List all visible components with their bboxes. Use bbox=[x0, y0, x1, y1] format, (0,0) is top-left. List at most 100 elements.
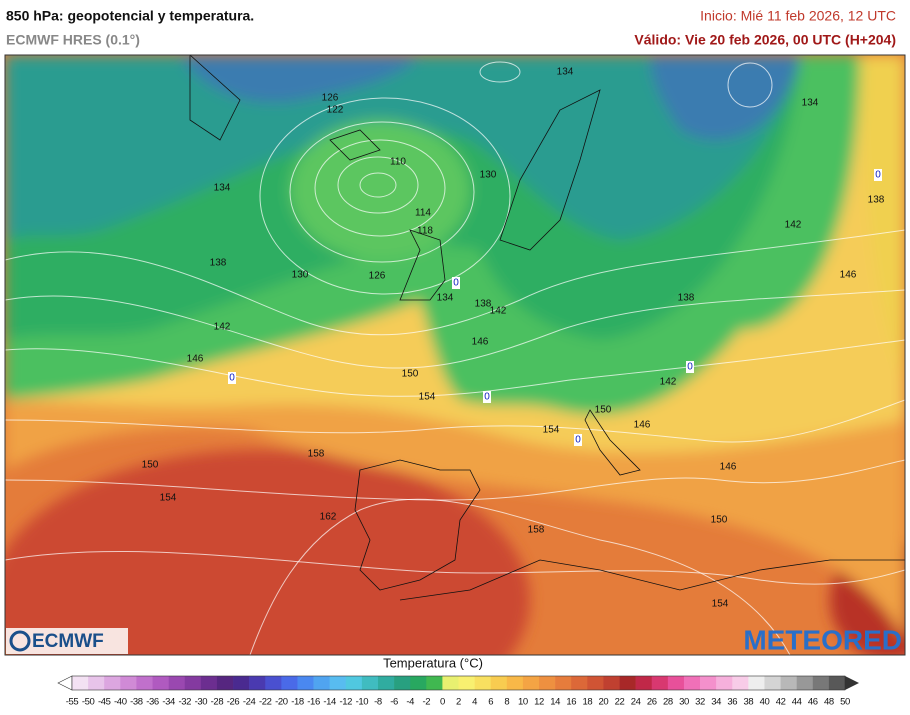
colorbar-segment bbox=[442, 676, 459, 690]
geopotential-label: 138 bbox=[868, 195, 885, 206]
geopotential-label: 146 bbox=[634, 420, 651, 431]
geopotential-label: 126 bbox=[322, 93, 339, 104]
geopotential-label: 138 bbox=[678, 293, 695, 304]
isotherm-label-background bbox=[686, 361, 694, 373]
geopotential-label: 134 bbox=[437, 293, 454, 304]
colorbar-label: -14 bbox=[323, 697, 336, 708]
colorbar-label: -30 bbox=[195, 697, 208, 708]
colorbar-label: 18 bbox=[582, 697, 592, 708]
colorbar-segment bbox=[394, 676, 411, 690]
colorbar-label: 16 bbox=[566, 697, 576, 708]
colorbar-label: -16 bbox=[307, 697, 320, 708]
colorbar-label: 32 bbox=[695, 697, 705, 708]
colorbar-label: -6 bbox=[390, 697, 398, 708]
colorbar-segment bbox=[313, 676, 330, 690]
geopotential-label: 142 bbox=[785, 220, 802, 231]
colorbar-segment bbox=[812, 676, 830, 690]
model-name: ECMWF HRES (0.1°) bbox=[6, 32, 140, 48]
isotherm-label-background bbox=[483, 391, 491, 403]
geopotential-label: 118 bbox=[417, 226, 433, 237]
colorbar-label: 48 bbox=[824, 697, 834, 708]
colorbar-label: -28 bbox=[211, 697, 224, 708]
geopotential-label: 138 bbox=[210, 258, 227, 269]
colorbar-label: -38 bbox=[130, 697, 143, 708]
geopotential-label: 146 bbox=[840, 270, 857, 281]
logo-background bbox=[6, 628, 128, 654]
colorbar-label: 30 bbox=[679, 697, 689, 708]
colorbar-segment bbox=[796, 676, 814, 690]
colorbar-segment bbox=[683, 676, 701, 690]
colorbar-label: 4 bbox=[472, 697, 477, 708]
geopotential-label: 162 bbox=[320, 512, 337, 523]
colorbar-label: 36 bbox=[727, 697, 737, 708]
colorbar-label: -45 bbox=[98, 697, 111, 708]
geopotential-label: 130 bbox=[480, 170, 497, 181]
colorbar-label: 34 bbox=[711, 697, 721, 708]
colorbar-arrow-low bbox=[57, 675, 73, 691]
colorbar-segment bbox=[700, 676, 717, 690]
colorbar-segment bbox=[136, 676, 153, 690]
colorbar-label: -50 bbox=[82, 697, 95, 708]
geopotential-label: 146 bbox=[720, 462, 737, 473]
colorbar-label: -24 bbox=[243, 697, 256, 708]
colorbar-segment bbox=[490, 676, 508, 690]
geopotential-contours bbox=[5, 61, 905, 655]
colorbar-segment bbox=[88, 676, 105, 690]
logo-text: ECMWF bbox=[32, 631, 104, 652]
geopotential-label: 142 bbox=[660, 377, 677, 388]
geopotential-label: 150 bbox=[595, 405, 612, 416]
colorbar-label: -20 bbox=[275, 697, 288, 708]
colorbar-segment bbox=[265, 676, 282, 690]
colorbar-segment bbox=[458, 676, 475, 690]
colorbar-segment bbox=[72, 676, 89, 690]
colorbar-segment bbox=[200, 676, 218, 690]
colorbar-label: -34 bbox=[162, 697, 175, 708]
zero-isotherm-label: 0 bbox=[229, 373, 235, 384]
colorbar-segment bbox=[748, 676, 765, 690]
geopotential-label: 154 bbox=[160, 493, 177, 504]
geopotential-label: 158 bbox=[528, 525, 545, 536]
colorbar-segment bbox=[716, 676, 733, 690]
coastlines bbox=[189, 55, 905, 601]
colorbar-label: -22 bbox=[259, 697, 272, 708]
colorbar-label: 42 bbox=[776, 697, 786, 708]
colorbar-label: -18 bbox=[291, 697, 304, 708]
colorbar-label: 28 bbox=[663, 697, 673, 708]
colorbar-segment bbox=[619, 676, 636, 690]
colorbar-label: 0 bbox=[440, 697, 445, 708]
colorbar-label: 12 bbox=[534, 697, 544, 708]
geopotential-label: 114 bbox=[415, 208, 431, 219]
colorbar-segment bbox=[329, 676, 347, 690]
colorbar-segment bbox=[555, 676, 572, 690]
isotherm-label-background bbox=[228, 372, 236, 384]
colorbar-label: 24 bbox=[631, 697, 641, 708]
colorbar-label: 38 bbox=[743, 697, 753, 708]
colorbar-label: -36 bbox=[146, 697, 159, 708]
colorbar-label: -40 bbox=[114, 697, 127, 708]
geopotential-label: 110 bbox=[390, 157, 406, 168]
colorbar-label: 26 bbox=[647, 697, 657, 708]
colorbar-segment bbox=[426, 676, 443, 690]
geopotential-label: 142 bbox=[490, 306, 507, 317]
geopotential-label: 154 bbox=[419, 392, 436, 403]
geopotential-label: 134 bbox=[802, 98, 819, 109]
colorbar-label: -10 bbox=[356, 697, 369, 708]
colorbar-segment bbox=[377, 676, 395, 690]
colorbar-segment bbox=[587, 676, 604, 690]
geopotential-label: 154 bbox=[543, 425, 560, 436]
colorbar-label: 22 bbox=[615, 697, 625, 708]
colorbar-segment bbox=[152, 676, 169, 690]
colorbar-segment bbox=[216, 676, 234, 690]
geopotential-label: 146 bbox=[187, 354, 204, 365]
colorbar-segment bbox=[410, 676, 427, 690]
geopotential-label: 126 bbox=[369, 271, 386, 282]
colorbar-segment bbox=[603, 676, 620, 690]
colorbar: -55 -50 -45 -40 -38 -36 -34 -32 -30 -28 -26 -24 -22-… bbox=[57, 675, 859, 708]
colorbar-segment bbox=[249, 676, 266, 690]
colorbar-label: 10 bbox=[518, 697, 528, 708]
colorbar-label: -8 bbox=[374, 697, 382, 708]
legend-title: Temperatura (°C) bbox=[383, 655, 483, 670]
colorbar-segment bbox=[297, 676, 314, 690]
colorbar-label: 20 bbox=[599, 697, 609, 708]
map-frame bbox=[4, 54, 906, 656]
